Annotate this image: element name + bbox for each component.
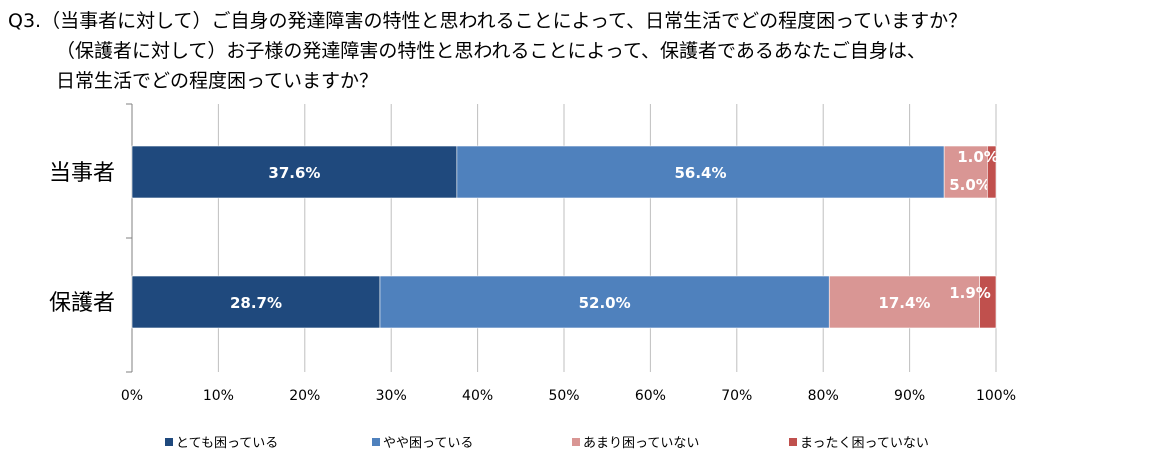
x-tick-label: 60% <box>635 388 666 404</box>
data-label: 28.7% <box>230 294 282 312</box>
bar-segment <box>987 145 997 199</box>
legend-swatch <box>789 437 797 446</box>
category-label: 保護者 <box>49 291 115 316</box>
bar-segment <box>943 145 988 199</box>
legend-swatch <box>372 437 380 446</box>
legend-swatch <box>165 437 173 446</box>
data-label: 1.9% <box>949 284 991 302</box>
stacked-bar-chart: 0% 10% 20% 30% 40% 50% 60% 70% 80% 90% 100% 当事者 37.6… <box>49 103 1016 404</box>
x-tick-label: 30% <box>376 388 407 404</box>
data-label: 5.0% <box>949 176 991 194</box>
data-label: 37.6% <box>268 164 320 182</box>
legend-label: やや困っている <box>383 436 474 451</box>
bar-segment <box>131 275 381 329</box>
x-tick-label: 70% <box>721 388 752 404</box>
legend-swatch <box>572 437 580 446</box>
data-label: 52.0% <box>579 294 631 312</box>
x-tick-label: 20% <box>289 388 320 404</box>
legend-label: まったく困っていない <box>800 436 929 451</box>
question-line-3: 日常生活でどの程度困っていますか？ <box>56 70 379 92</box>
bar-segment <box>131 145 458 199</box>
x-tick-label: 100% <box>976 388 1016 404</box>
bar-segment <box>379 275 830 329</box>
question-line-2: （保護者に対して）お子様の発達障害の特性と思われることによって、保護者であるあな… <box>56 40 926 62</box>
legend-item: まったく困っていない <box>789 432 929 451</box>
data-label: 1.0% <box>957 148 999 166</box>
bar-segment <box>979 275 997 329</box>
x-tick-label: 90% <box>894 388 925 404</box>
question-line-1: Q3.（当事者に対して）ご自身の発達障害の特性と思われることによって、日常生活で… <box>8 10 968 32</box>
x-tick-label: 10% <box>203 388 234 404</box>
legend-item: とても困っている <box>165 432 278 451</box>
category-label: 当事者 <box>49 161 115 186</box>
legend-label: とても困っている <box>176 436 279 451</box>
legend-label: あまり困っていない <box>583 436 700 451</box>
x-tick-label: 0% <box>121 388 143 404</box>
x-tick-label: 80% <box>808 388 839 404</box>
legend-item: あまり困っていない <box>572 432 699 451</box>
legend-item: やや困っている <box>372 432 473 451</box>
data-label: 17.4% <box>878 294 930 312</box>
chart-legend: とても困っている やや困っている あまり困っていない まったく困っていない <box>0 432 1163 456</box>
x-tick-label: 40% <box>462 388 493 404</box>
data-label: 56.4% <box>674 164 726 182</box>
bar-segment <box>456 145 945 199</box>
question-text: Q3.（当事者に対して）ご自身の発達障害の特性と思われることによって、日常生活で… <box>8 6 967 96</box>
x-tick-label: 50% <box>548 388 579 404</box>
